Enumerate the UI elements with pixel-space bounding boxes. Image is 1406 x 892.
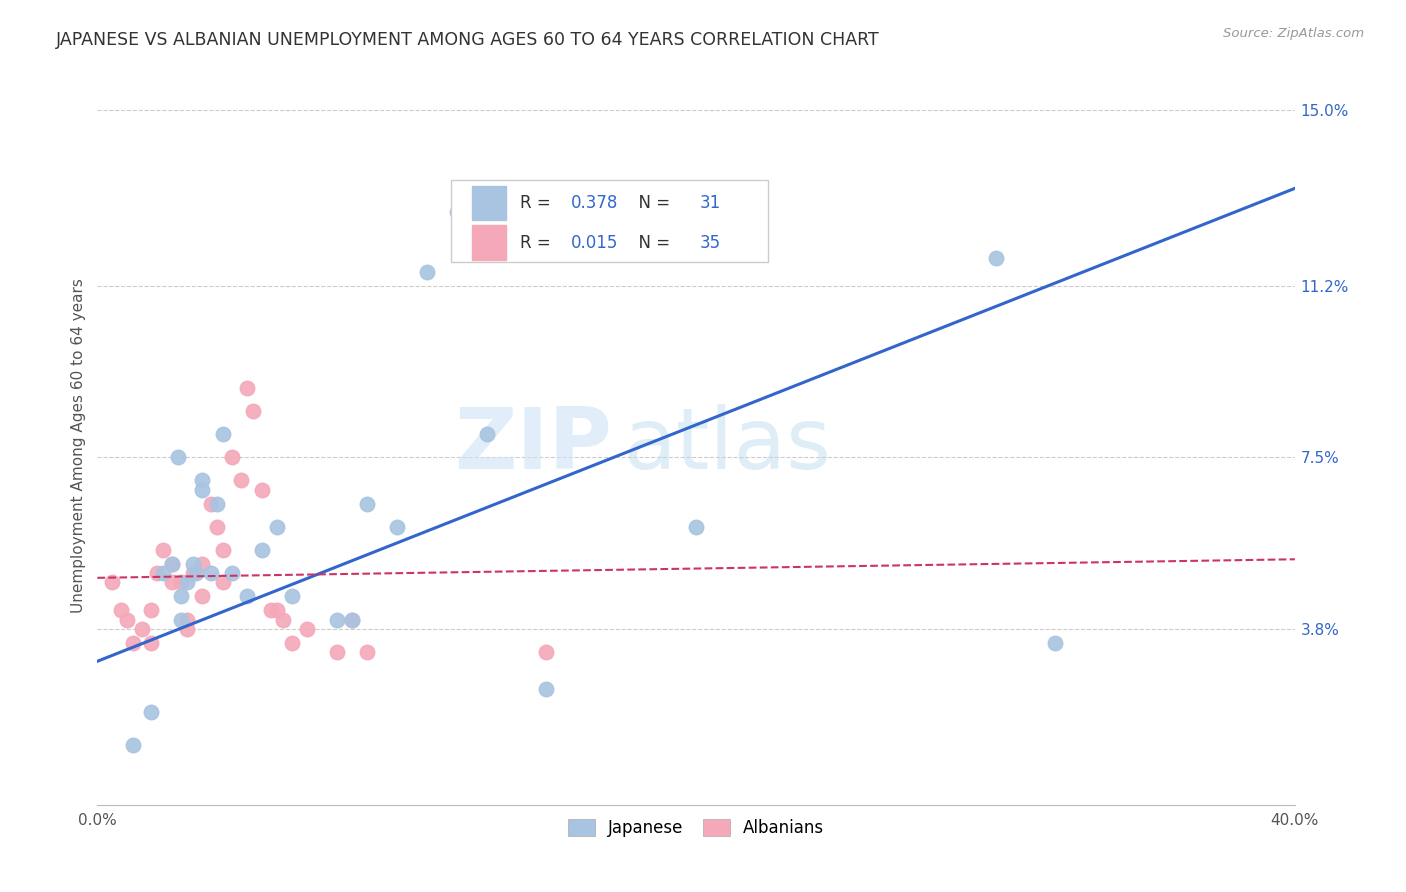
Point: [181, 566, 204, 581]
Point: [250, 483, 273, 497]
Point: [281, 636, 304, 650]
Point: [536, 682, 558, 697]
Text: 31: 31: [700, 194, 721, 212]
Point: [167, 450, 190, 465]
Point: [242, 404, 264, 418]
Point: [271, 613, 294, 627]
Text: Source: ZipAtlas.com: Source: ZipAtlas.com: [1223, 27, 1364, 40]
Point: [152, 543, 174, 558]
Point: [200, 497, 222, 511]
Point: [221, 566, 243, 581]
Point: [229, 474, 252, 488]
Point: [101, 575, 124, 590]
Point: [141, 603, 163, 617]
Point: [170, 590, 193, 604]
Point: [326, 613, 349, 627]
Point: [415, 265, 437, 279]
Point: [260, 603, 283, 617]
Point: [131, 622, 153, 636]
Point: [200, 566, 222, 581]
Point: [160, 575, 183, 590]
FancyBboxPatch shape: [472, 186, 506, 220]
Text: atlas: atlas: [624, 404, 832, 487]
Point: [281, 590, 304, 604]
Point: [1045, 636, 1067, 650]
Point: [141, 706, 163, 720]
Point: [122, 738, 145, 752]
Point: [191, 557, 214, 571]
Point: [385, 520, 408, 534]
Point: [176, 575, 198, 590]
Point: [176, 622, 198, 636]
Point: [250, 543, 273, 558]
Point: [340, 613, 363, 627]
Point: [191, 474, 214, 488]
Text: JAPANESE VS ALBANIAN UNEMPLOYMENT AMONG AGES 60 TO 64 YEARS CORRELATION CHART: JAPANESE VS ALBANIAN UNEMPLOYMENT AMONG …: [56, 31, 880, 49]
Point: [160, 557, 183, 571]
Text: N =: N =: [628, 194, 675, 212]
Point: [191, 483, 214, 497]
Text: 35: 35: [700, 234, 721, 252]
Point: [326, 645, 349, 659]
Point: [160, 557, 183, 571]
Point: [141, 636, 163, 650]
Point: [176, 613, 198, 627]
Point: [205, 497, 228, 511]
Point: [236, 381, 259, 395]
Point: [212, 575, 235, 590]
Text: R =: R =: [520, 194, 557, 212]
Point: [212, 427, 235, 442]
Point: [356, 645, 378, 659]
Point: [295, 622, 318, 636]
Text: 0.378: 0.378: [571, 194, 617, 212]
Legend: Japanese, Albanians: Japanese, Albanians: [561, 812, 831, 844]
Point: [236, 590, 259, 604]
Point: [110, 603, 132, 617]
Point: [340, 613, 363, 627]
Point: [984, 251, 1007, 265]
Text: R =: R =: [520, 234, 557, 252]
Point: [536, 645, 558, 659]
Point: [170, 575, 193, 590]
Text: 0.015: 0.015: [571, 234, 617, 252]
FancyBboxPatch shape: [472, 226, 506, 260]
Point: [266, 603, 288, 617]
Point: [266, 520, 288, 534]
Point: [181, 557, 204, 571]
Point: [117, 613, 139, 627]
Text: N =: N =: [628, 234, 675, 252]
Point: [446, 204, 468, 219]
Y-axis label: Unemployment Among Ages 60 to 64 years: Unemployment Among Ages 60 to 64 years: [72, 278, 86, 613]
Point: [191, 590, 214, 604]
Text: ZIP: ZIP: [454, 404, 612, 487]
Point: [475, 427, 498, 442]
Point: [152, 566, 174, 581]
Point: [146, 566, 169, 581]
Point: [356, 497, 378, 511]
Point: [205, 520, 228, 534]
Point: [212, 543, 235, 558]
Point: [221, 450, 243, 465]
Point: [685, 520, 707, 534]
Point: [170, 613, 193, 627]
Point: [122, 636, 145, 650]
FancyBboxPatch shape: [451, 180, 768, 262]
Point: [186, 566, 208, 581]
